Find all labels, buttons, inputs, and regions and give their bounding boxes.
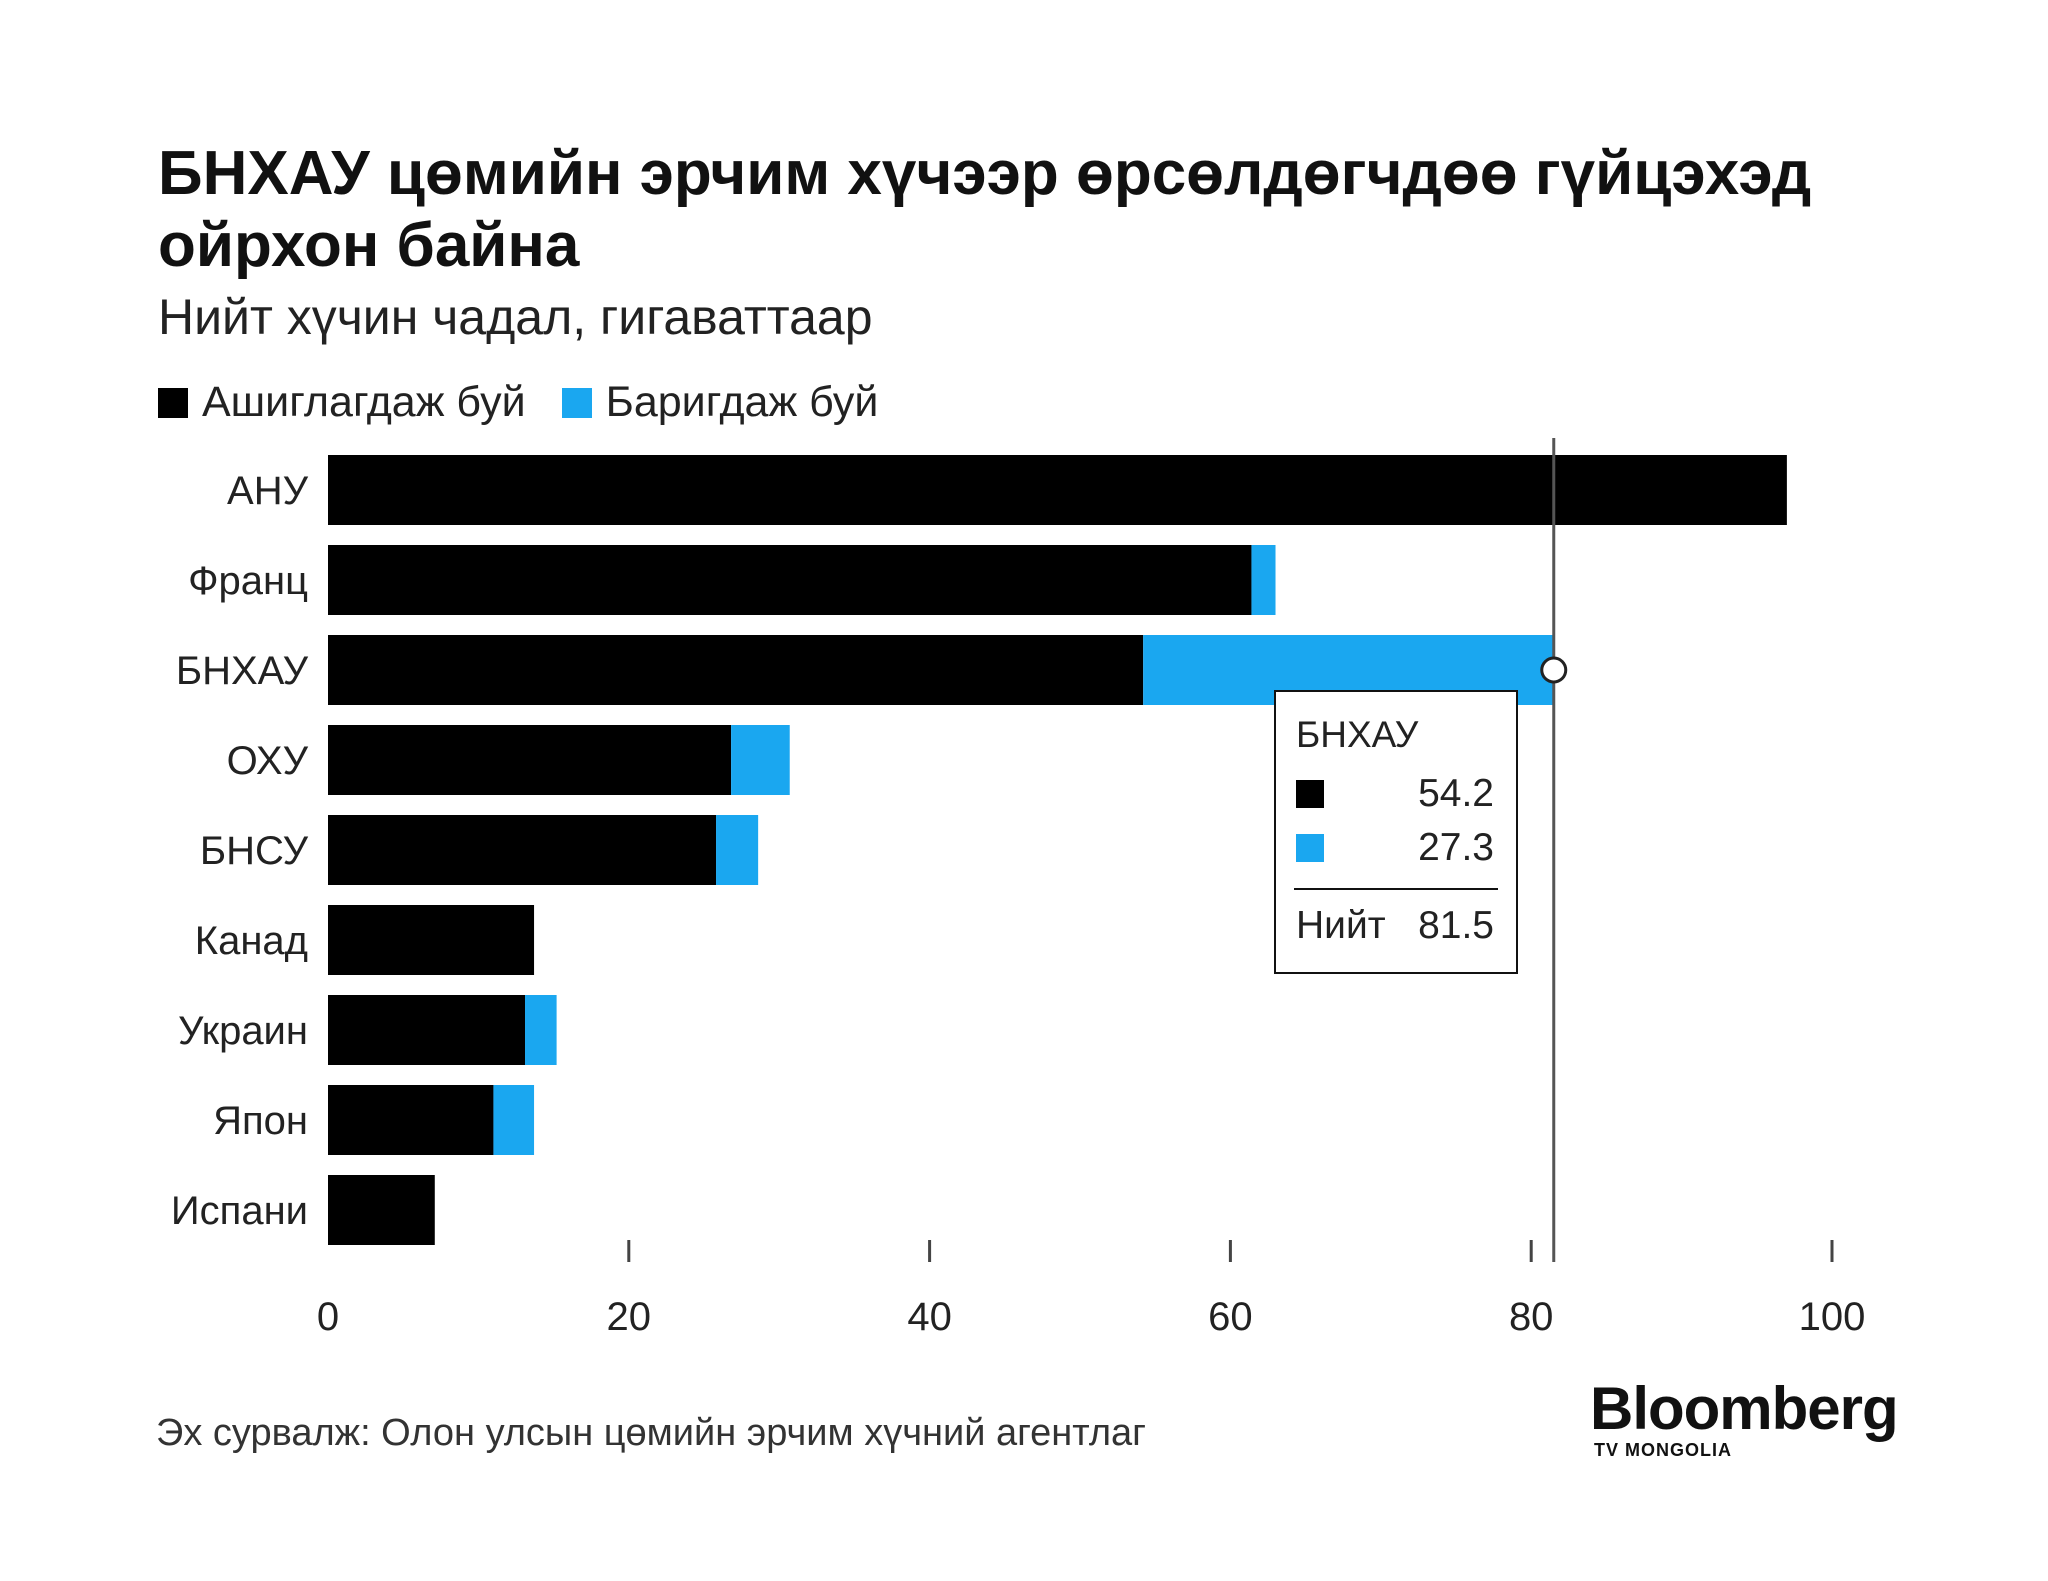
x-tick-label: 0 xyxy=(317,1295,339,1339)
x-tick-label: 80 xyxy=(1509,1295,1554,1339)
tooltip-row-construction: 27.3 xyxy=(1296,826,1494,870)
hover-marker xyxy=(1540,656,1568,684)
x-tick-label: 20 xyxy=(607,1295,652,1339)
tooltip: БНХАУ 54.2 27.3 Нийт 81.5 xyxy=(1274,690,1518,974)
bar-construction-6 xyxy=(525,995,557,1065)
legend: Ашиглагдаж буй Баригдаж буй xyxy=(158,378,914,427)
bar-operating-3 xyxy=(328,725,732,795)
x-tick-label: 40 xyxy=(907,1295,952,1339)
legend-swatch-operating xyxy=(158,387,188,418)
category-label: БНСУ xyxy=(200,829,309,873)
tooltip-swatch-construction xyxy=(1296,834,1324,862)
bar-operating-8 xyxy=(328,1175,435,1245)
bar-construction-1 xyxy=(1251,545,1276,615)
bar-construction-7 xyxy=(493,1085,535,1155)
category-label: Франц xyxy=(188,559,308,603)
bar-operating-2 xyxy=(328,635,1144,705)
bar-operating-1 xyxy=(328,545,1252,615)
category-label: Япон xyxy=(213,1099,308,1143)
legend-item-construction: Баригдаж буй xyxy=(561,378,879,427)
tooltip-divider xyxy=(1294,888,1498,890)
x-tick-label: 60 xyxy=(1208,1295,1253,1339)
legend-item-operating: Ашиглагдаж буй xyxy=(158,378,526,427)
legend-label-construction: Баригдаж буй xyxy=(605,378,879,426)
chart-subtitle: Нийт хүчин чадал, гигаваттаар xyxy=(158,289,873,345)
bar-operating-0 xyxy=(328,455,1787,525)
category-label: БНХАУ xyxy=(176,649,309,693)
bar-construction-3 xyxy=(731,725,790,795)
bar-operating-4 xyxy=(328,815,717,885)
category-label: Испани xyxy=(171,1189,308,1233)
tooltip-total-label: Нийт xyxy=(1296,904,1386,947)
tooltip-total-value: 81.5 xyxy=(1418,904,1494,947)
category-label: Канад xyxy=(195,919,308,963)
bar-operating-7 xyxy=(328,1085,494,1155)
logo-subtitle: TV MONGOLIA xyxy=(1594,1440,1732,1460)
tooltip-value-operating: 54.2 xyxy=(1418,772,1494,815)
bloomberg-logo: Bloomberg TV MONGOLIA xyxy=(1590,1375,1899,1461)
category-label: Украин xyxy=(178,1009,308,1053)
x-tick-label: 100 xyxy=(1799,1295,1866,1339)
tooltip-value-construction: 27.3 xyxy=(1418,826,1494,869)
tooltip-swatch-operating xyxy=(1296,780,1324,808)
logo-brand: Bloomberg xyxy=(1590,1375,1899,1442)
tooltip-title: БНХАУ xyxy=(1296,714,1419,755)
legend-swatch-construction xyxy=(561,387,592,418)
legend-label-operating: Ашиглагдаж буй xyxy=(202,378,526,426)
tooltip-row-total: Нийт 81.5 xyxy=(1296,904,1494,948)
bar-operating-6 xyxy=(328,995,526,1065)
bar-chart: АНУ Франц БНХАУ ОХУ БНСУ Канад Украин Япон Испан… xyxy=(171,438,1866,1339)
bar-operating-5 xyxy=(328,905,535,975)
tooltip-row-operating: 54.2 xyxy=(1296,772,1494,816)
source-note: Эх сурвалж: Олон улсын цөмийн эрчим хүчн… xyxy=(156,1412,1147,1454)
chart-title: БНХАУ цөмийн эрчим хүчээр өрсөлдөгчдөө г… xyxy=(158,139,1812,280)
bar-construction-4 xyxy=(716,815,759,885)
category-label: АНУ xyxy=(227,469,309,513)
category-label: ОХУ xyxy=(227,739,309,783)
